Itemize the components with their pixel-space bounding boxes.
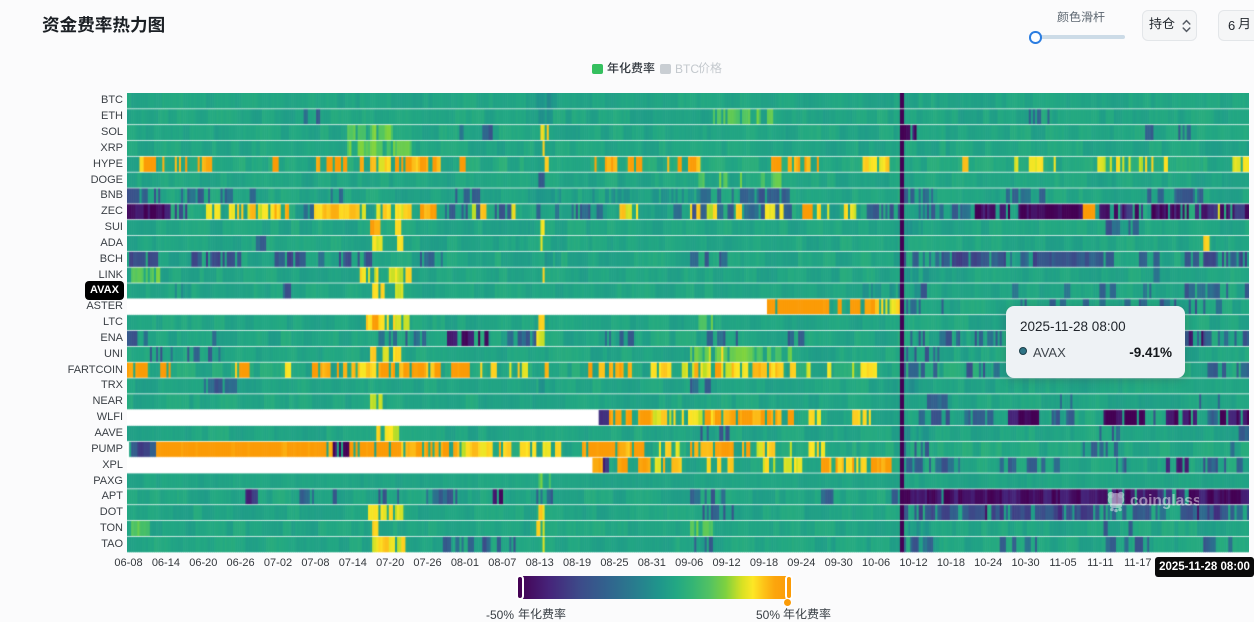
svg-text:coinglass: coinglass bbox=[1130, 493, 1199, 510]
